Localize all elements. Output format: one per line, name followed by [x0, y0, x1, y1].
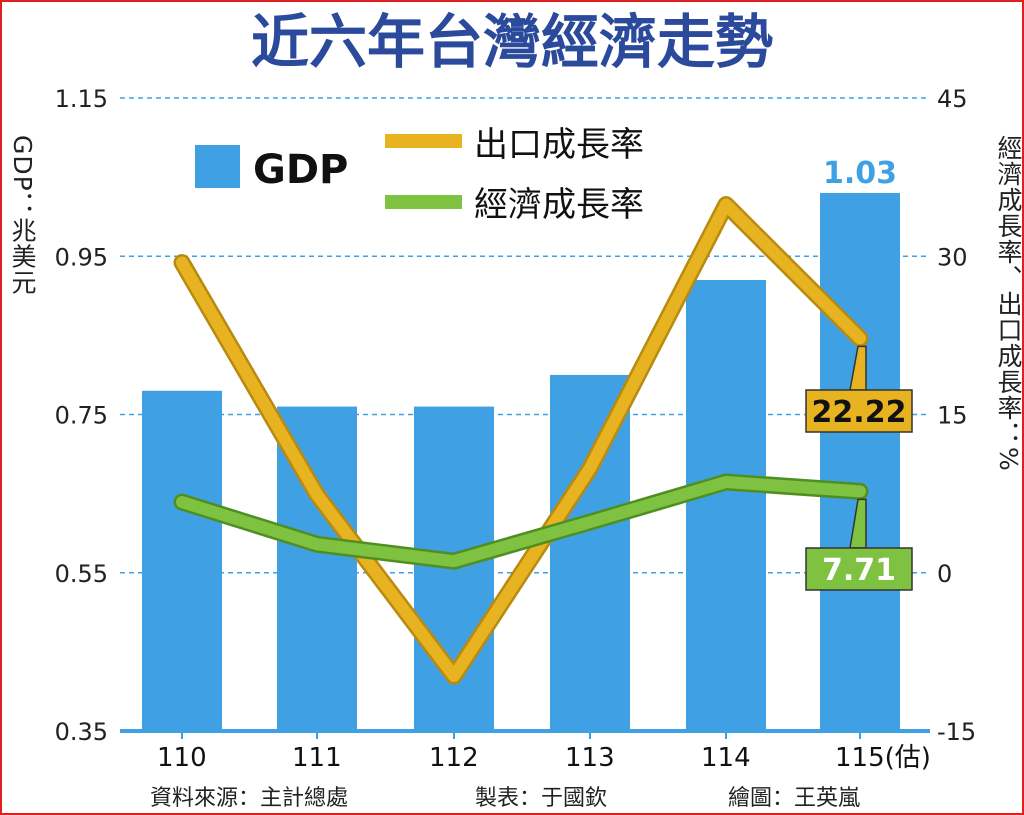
- data-label-gdp: 1.03: [823, 156, 897, 191]
- legend: GDP 出口成長率 經濟成長率: [195, 125, 644, 225]
- right-tick-label: 45: [937, 85, 968, 113]
- bar-gdp: [142, 390, 222, 731]
- callout-box-growth: [805, 547, 913, 591]
- x-tick-label: 111: [292, 743, 342, 773]
- x-tick-label: 115(估): [835, 743, 931, 773]
- left-tick-label: 1.15: [55, 85, 108, 113]
- right-tick-label: 30: [937, 243, 968, 271]
- legend-label-gdp: GDP: [253, 147, 348, 193]
- bar-gdp: [820, 192, 900, 731]
- bar-gdp: [686, 279, 766, 731]
- left-tick-label: 0.35: [55, 718, 108, 746]
- footer-table: 製表：于國欽: [475, 786, 607, 811]
- x-tick-label: 114: [701, 743, 751, 773]
- right-tick-label: -15: [937, 718, 976, 746]
- right-axis-label: 經濟成長率、出口成長率：%: [994, 135, 1023, 472]
- data-label-growth: 7.71: [822, 553, 896, 588]
- x-tick-label: 113: [565, 743, 615, 773]
- x-tick-label: 110: [157, 743, 207, 773]
- right-tick-label: 0: [937, 560, 952, 588]
- left-axis-label: GDP：兆美元: [8, 135, 37, 296]
- left-tick-label: 0.75: [55, 402, 108, 430]
- data-label-export: 22.22: [812, 395, 907, 430]
- left-tick-label: 0.95: [55, 243, 108, 271]
- chart-title: 近六年台灣經濟走勢: [251, 8, 773, 76]
- callout-box-export: [805, 389, 913, 433]
- right-tick-label: 15: [937, 402, 968, 430]
- legend-label-growth: 經濟成長率: [474, 185, 644, 225]
- line-export: [176, 198, 866, 683]
- footer-drawing: 繪圖：王英嵐: [728, 786, 860, 811]
- legend-label-export: 出口成長率: [474, 125, 644, 165]
- legend-swatch-gdp: [195, 145, 240, 188]
- line-growth: [176, 476, 866, 568]
- left-tick-label: 0.55: [55, 560, 108, 588]
- x-tick-label: 112: [429, 743, 479, 773]
- footer-source: 資料來源：主計總處: [150, 786, 348, 811]
